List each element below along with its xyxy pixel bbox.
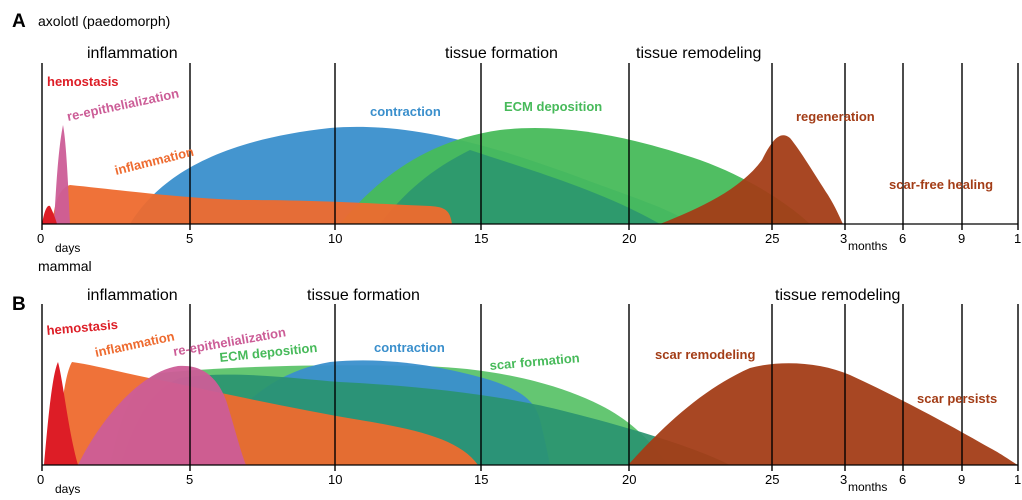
- scar-persists-text: scar persists: [917, 391, 997, 406]
- tick-b-25: 25: [765, 472, 779, 487]
- tick-b-20: 20: [622, 472, 636, 487]
- label-b-scar-persists: scar persists: [917, 391, 997, 406]
- tick-a-0: 0: [37, 231, 44, 246]
- contraction-ecm-overlap: [380, 150, 660, 224]
- panel-b-unit-days: days: [55, 482, 80, 495]
- phase-b-inflammation: inflammation: [87, 287, 178, 304]
- panel-b-curves: [44, 360, 1018, 465]
- hemostasis-curve: [42, 205, 57, 224]
- tick-a-m9: 9: [958, 231, 965, 246]
- label-contraction: contraction: [370, 104, 441, 119]
- panel-b-unit-months: months: [848, 480, 887, 494]
- label-b-scar-remodeling: scar remodeling: [655, 347, 755, 362]
- reepithelialization-curve: [54, 125, 70, 224]
- tick-a-15: 15: [474, 231, 488, 246]
- tick-b-m6: 6: [899, 472, 906, 487]
- label-ecm-deposition: ECM deposition: [504, 99, 602, 114]
- label-b-inflammation: inflammation: [94, 328, 176, 360]
- label-scar-free-healing: scar-free healing: [889, 177, 993, 192]
- inflammation-curve: [52, 185, 452, 224]
- phase-tissue-formation: tissue formation: [445, 45, 558, 62]
- tick-a-m3: 3: [840, 231, 847, 246]
- tick-a-20: 20: [622, 231, 636, 246]
- tick-b-5: 5: [186, 472, 193, 487]
- panel-a-organism: axolotl (paedomorph): [38, 13, 170, 29]
- panel-b-organism: mammal: [38, 258, 92, 274]
- panel-a-tick-labels: 0 5 10 15 20 25 3 6 9 1: [37, 231, 1021, 246]
- tick-b-m9: 9: [958, 472, 965, 487]
- label-reepithelialization: re-epithelialization: [66, 86, 181, 124]
- phase-inflammation: inflammation: [87, 45, 178, 62]
- phase-b-tissue-remodeling: tissue remodeling: [775, 287, 900, 304]
- tick-b-15: 15: [474, 472, 488, 487]
- panel-a-letter: A: [12, 11, 26, 32]
- label-b-hemostasis: hemostasis: [46, 317, 119, 338]
- label-regeneration: regeneration: [796, 109, 875, 124]
- panel-b-letter: B: [12, 294, 26, 315]
- panel-b-tick-labels: 0 5 10 15 20 25 3 6 9 1: [37, 472, 1021, 487]
- reepithelialization-curve-b: [78, 365, 246, 465]
- panel-a-curves: [42, 125, 843, 224]
- tick-a-m12: 1: [1014, 231, 1021, 246]
- regeneration-curve: [660, 135, 843, 224]
- tick-b-10: 10: [328, 472, 342, 487]
- phase-tissue-remodeling: tissue remodeling: [636, 45, 761, 62]
- panel-a-unit-days: days: [55, 241, 80, 255]
- tick-a-5: 5: [186, 231, 193, 246]
- tick-a-m6: 6: [899, 231, 906, 246]
- tick-b-m3: 3: [840, 472, 847, 487]
- label-hemostasis: hemostasis: [47, 74, 119, 89]
- panel-b-gridlines: [41, 304, 1019, 471]
- tick-a-25: 25: [765, 231, 779, 246]
- label-b-contraction: contraction: [374, 340, 445, 355]
- tick-b-m12: 1: [1014, 472, 1021, 487]
- panel-a: A axolotl (paedomorph): [12, 11, 1021, 255]
- hemostasis-curve-b: [44, 362, 78, 465]
- tick-b-0: 0: [37, 472, 44, 487]
- panel-b: mammal B: [12, 258, 1021, 496]
- panel-a-gridlines: [41, 63, 1019, 230]
- tick-a-10: 10: [328, 231, 342, 246]
- label-b-scar-formation: scar formation: [489, 350, 580, 373]
- panel-a-unit-months: months: [848, 239, 887, 253]
- phase-b-tissue-formation: tissue formation: [307, 287, 420, 304]
- scar-remodeling-curve: [628, 363, 1018, 465]
